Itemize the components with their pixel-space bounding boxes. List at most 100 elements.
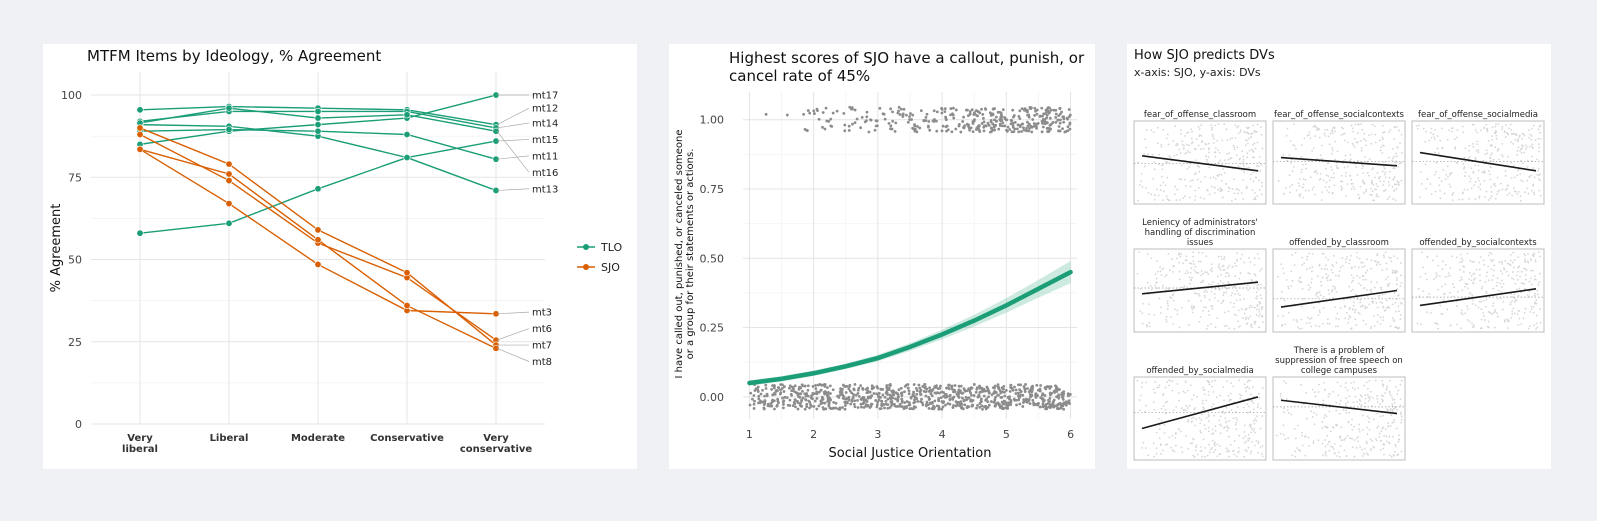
facet-point [1352,185,1355,188]
facet-point [1287,285,1290,288]
facet-point [1211,307,1214,310]
facet-point [1227,427,1230,430]
data-point [919,388,923,392]
data-point [1061,398,1065,401]
facet-point [1194,199,1196,201]
data-point [1027,129,1031,133]
facet-point [1374,141,1377,144]
facet-point [1237,309,1240,312]
facet-point [1229,157,1232,160]
facet-point [1158,428,1161,430]
data-point [963,124,967,128]
facet-point [1478,268,1481,271]
data-point [930,401,934,405]
data-point [851,396,855,400]
facet-point [1155,447,1158,450]
data-point [1027,390,1031,394]
facet-point [1500,182,1502,185]
facet-point [1385,408,1388,411]
data-point [805,405,809,408]
facet-point [1337,325,1339,328]
facet-point [1530,259,1533,262]
facet-point [1364,323,1367,326]
facet-point [1178,326,1181,329]
facet-point [1358,196,1361,199]
facet-point [1492,269,1495,272]
facet-point [1244,449,1247,451]
facet-point [1256,295,1259,298]
data-point [944,403,947,407]
facet-point [1532,191,1535,194]
data-point [947,383,951,387]
facet-point [1252,402,1255,405]
facet-point [1235,299,1238,302]
facet-point [1371,439,1373,442]
facet-point [1207,148,1210,151]
facet-point [1449,186,1452,188]
facet-point [1539,179,1541,182]
facet-point [1321,191,1324,193]
facet-point [1203,197,1205,200]
facet-point [1485,190,1488,193]
facet-point [1146,281,1149,284]
facet-point [1529,174,1532,177]
facet-point [1217,123,1220,126]
facet-point [1524,274,1527,276]
facet-point [1357,266,1360,269]
facet-point [1468,320,1471,323]
facet-point [1380,146,1382,149]
facet-point [1229,138,1232,140]
facet-point [1379,439,1382,442]
facet-point [1434,190,1437,193]
facet-point [1369,187,1372,190]
facet-point [1534,301,1536,304]
data-point [834,406,838,410]
data-point [1057,407,1061,411]
facet-point [1256,195,1259,197]
facet-point [1139,288,1142,290]
facet-point [1211,305,1214,308]
facet-point [1223,256,1226,258]
facet-point [1429,131,1432,134]
data-point [1062,401,1066,405]
facet-title: Leniency of administrators' [1142,218,1258,228]
facet-point [1232,144,1235,147]
facet-point [1366,306,1368,309]
facet-point [1512,251,1515,254]
data-point [832,400,836,404]
line-label-mt7: mt7 [532,341,552,352]
data-point [765,392,769,396]
facet-point [1439,139,1442,142]
data-point [992,125,996,129]
data-point [1051,402,1055,406]
facet-point [1520,144,1523,147]
facet-point [1376,401,1379,403]
data-point [950,385,954,389]
facet-point [1300,305,1303,308]
data-point [794,398,797,402]
data-point [912,392,915,396]
data-point [953,388,956,392]
facet-point [1190,262,1193,265]
facet-point [1353,311,1356,313]
facet-point [1515,190,1517,193]
facet-point [1339,436,1341,439]
data-point [894,121,898,125]
data-point [1041,114,1044,118]
facet-point [1382,165,1385,168]
facet-point [1218,263,1221,266]
facet-point [1451,127,1454,129]
facet-point [1148,313,1150,316]
facet-point [1525,269,1528,272]
facet-point [1348,411,1351,414]
data-point-mt13 [403,154,411,162]
facet-point [1145,187,1147,189]
facet-point [1456,129,1459,132]
facet-point [1330,290,1333,293]
facet-point [1420,182,1423,185]
data-point [888,383,892,387]
facet-point [1468,144,1471,147]
facet-point [1284,438,1287,441]
facet-point [1433,278,1435,281]
data-point [1031,118,1035,121]
